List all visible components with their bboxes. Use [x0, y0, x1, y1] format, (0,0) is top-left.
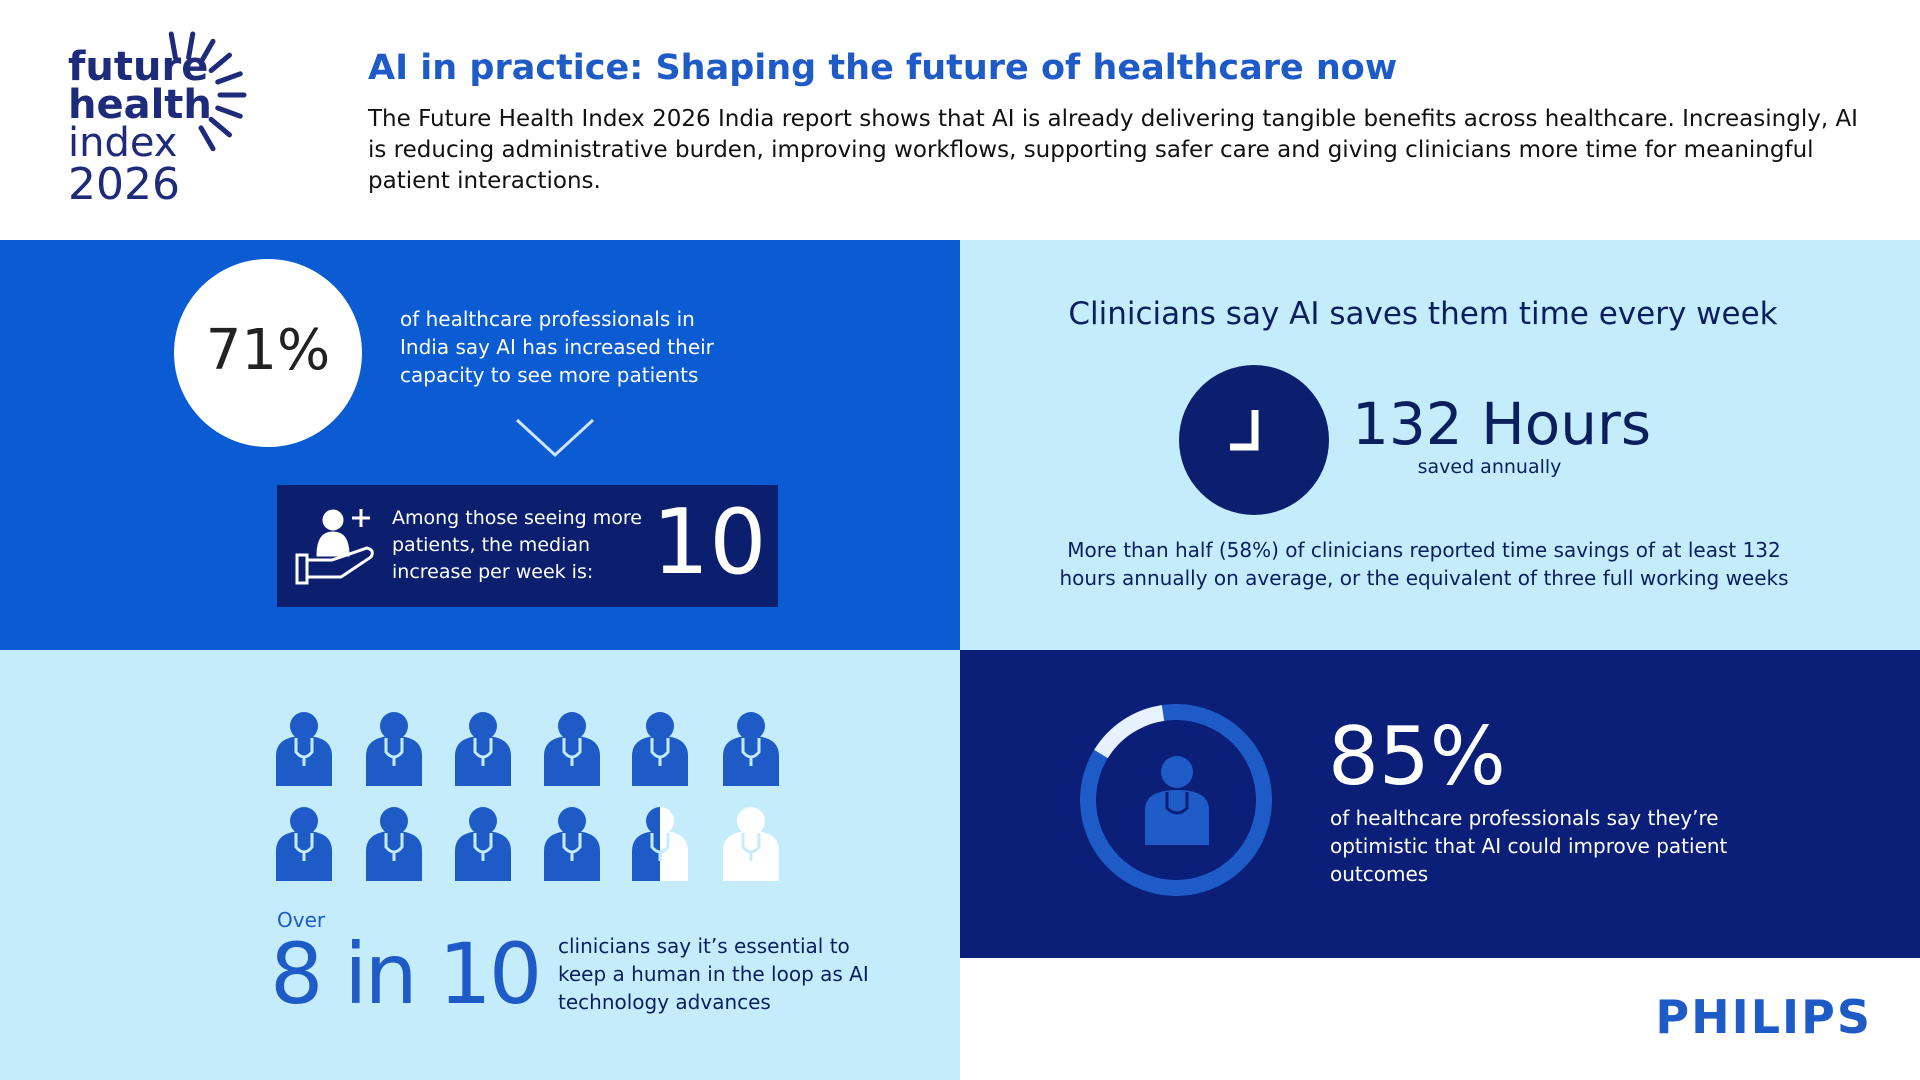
person-head	[558, 712, 586, 740]
stethoscope	[473, 833, 493, 861]
time-heading: Clinicians say AI saves them time every …	[1068, 296, 1778, 332]
stethoscope	[294, 833, 314, 861]
optimism-stat: 85%	[1328, 710, 1506, 803]
stat-circle	[174, 259, 362, 447]
stethoscope	[650, 833, 660, 861]
title: AI in practice: Shaping the future of he…	[368, 48, 1398, 88]
person-head	[380, 712, 408, 740]
person-head	[646, 712, 674, 740]
loop-stat: 8 in 10	[270, 925, 542, 1023]
person-icon	[455, 712, 511, 786]
person-icon	[723, 807, 779, 881]
loop-text: clinicians say it’s essential to keep a …	[558, 934, 869, 1014]
time-stat: 132 Hours	[1352, 390, 1652, 458]
person-head	[737, 807, 765, 835]
chevron	[515, 418, 595, 458]
person-head	[558, 807, 586, 835]
time-text: More than half (58%) of clinicians repor…	[1059, 538, 1789, 590]
stethoscope	[384, 833, 404, 861]
stethoscope	[473, 738, 493, 766]
person-icon	[276, 712, 332, 786]
logo-line: index	[68, 120, 178, 166]
person-icon	[544, 807, 600, 881]
person-head	[469, 712, 497, 740]
burst-ray	[215, 71, 243, 85]
person-head	[290, 807, 318, 835]
optimism-panel	[960, 650, 1920, 958]
logo-line: health	[68, 82, 212, 128]
burst-ray	[208, 52, 232, 74]
stat-text: of healthcare professionals in India say…	[400, 307, 714, 387]
stethoscope	[384, 738, 404, 766]
burst-ray	[198, 38, 216, 65]
time-caption: saved annually	[1417, 456, 1562, 478]
stethoscope	[741, 738, 761, 766]
burst-ray	[198, 125, 216, 152]
person-head	[646, 807, 660, 835]
person-icon	[455, 807, 511, 881]
person-head	[469, 807, 497, 835]
stethoscope	[741, 833, 761, 861]
median-box	[277, 485, 778, 607]
time-panel	[960, 240, 1920, 650]
logo-line: 2026	[68, 159, 180, 210]
stethoscope	[562, 833, 582, 861]
person-icon	[723, 712, 779, 786]
patient-icon	[295, 509, 374, 585]
ring	[1080, 704, 1272, 896]
person-head	[380, 807, 408, 835]
burst-ray	[215, 105, 243, 119]
clinician-icon	[1145, 756, 1209, 845]
intro: The Future Health Index 2026 India repor…	[368, 106, 1858, 194]
stethoscope	[562, 738, 582, 766]
clock-hands	[1230, 410, 1259, 451]
median-text: Among those seeing more patients, the me…	[392, 507, 642, 583]
person-icon	[632, 807, 688, 881]
person-icon	[632, 712, 688, 786]
logo: future health index 2026	[68, 44, 212, 210]
logo-line: future	[68, 44, 209, 90]
person-icon	[276, 807, 332, 881]
people-grid	[276, 712, 779, 881]
person-icon	[366, 712, 422, 786]
person-icon	[544, 712, 600, 786]
stethoscope	[294, 738, 314, 766]
burst-ray	[186, 31, 196, 61]
stat: 71%	[205, 318, 331, 383]
optimism-text: of healthcare professionals say they’re …	[1330, 806, 1728, 886]
person-icon	[366, 807, 422, 881]
burst-ray	[168, 31, 178, 61]
burst-ray	[208, 116, 232, 138]
median-value: 10	[652, 490, 767, 595]
person-head	[290, 712, 318, 740]
brand: PHILIPS	[1655, 990, 1872, 1044]
stethoscope	[650, 738, 670, 766]
ring-highlight	[1094, 705, 1165, 759]
person-head	[737, 712, 765, 740]
logo-burst	[168, 31, 247, 152]
prefix: Over	[277, 908, 326, 932]
